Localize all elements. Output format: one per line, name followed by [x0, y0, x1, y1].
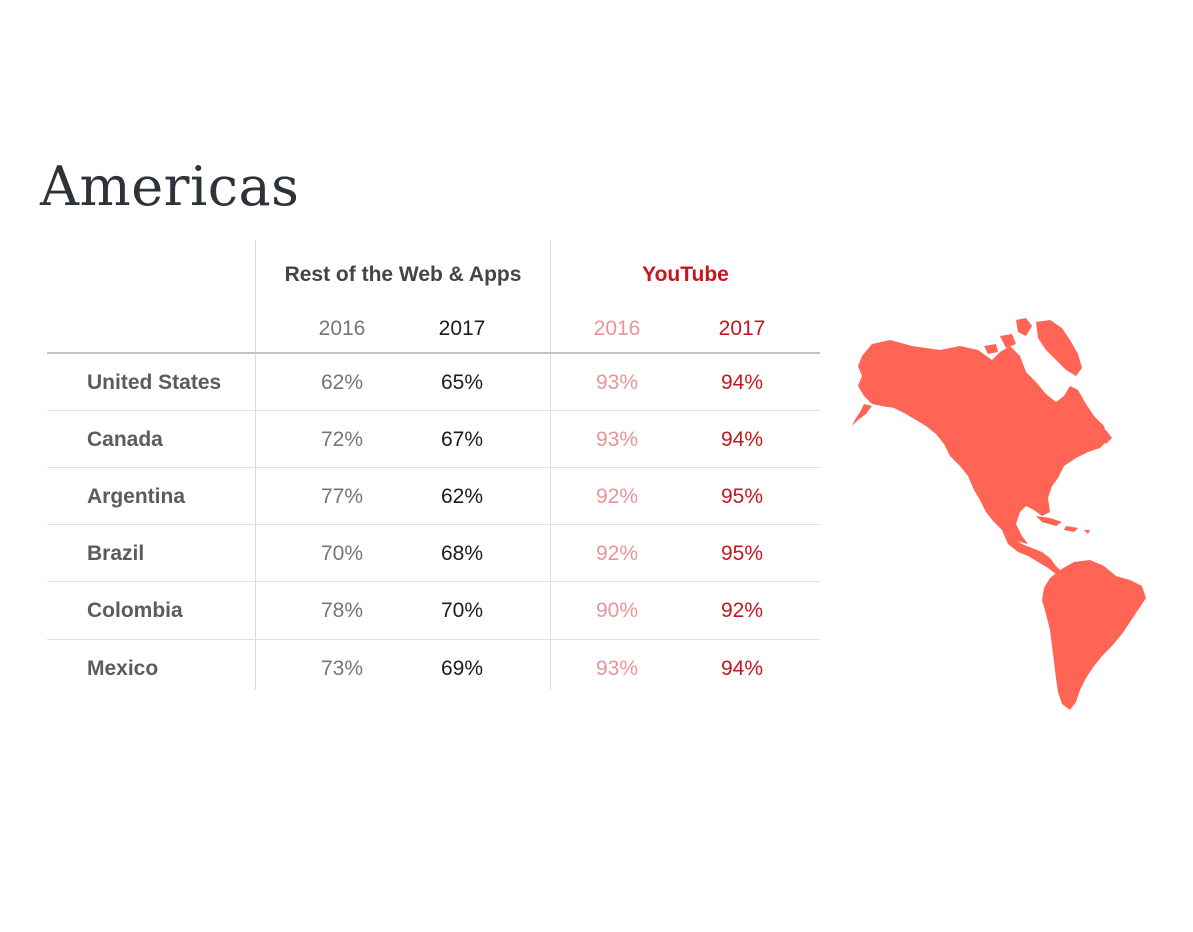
youtube-2016-value: 92%	[595, 542, 639, 565]
country-label: Brazil	[87, 542, 145, 565]
rest-2016-value: 77%	[320, 485, 364, 508]
table-row: Mexico 73% 69% 93% 94%	[47, 640, 820, 697]
newfoundland-shape	[1098, 430, 1112, 444]
group-header-rest: Rest of the Web & Apps	[284, 263, 522, 286]
youtube-2017-value: 94%	[720, 371, 764, 394]
youtube-2016-value: 90%	[595, 599, 639, 622]
year-header-youtube-2016: 2016	[593, 317, 641, 340]
rest-2017-value: 70%	[440, 599, 484, 622]
country-label: Mexico	[87, 657, 159, 680]
rest-2017-value: 67%	[440, 428, 484, 451]
column-divider	[255, 240, 256, 690]
row-divider	[47, 410, 820, 411]
rest-2016-value: 70%	[320, 542, 364, 565]
table-row: Canada 72% 67% 93% 94%	[47, 411, 820, 468]
rest-2016-value: 72%	[320, 428, 364, 451]
row-divider	[47, 639, 820, 640]
youtube-2016-value: 93%	[595, 657, 639, 680]
column-divider	[550, 240, 551, 690]
header-rule	[47, 352, 820, 354]
central-america-shape	[1002, 530, 1062, 574]
youtube-2016-value: 93%	[595, 428, 639, 451]
page-title: Americas	[40, 155, 300, 218]
row-divider	[47, 581, 820, 582]
year-header-youtube-2017: 2017	[718, 317, 766, 340]
rest-2016-value: 78%	[320, 599, 364, 622]
table-row: Brazil 70% 68% 92% 95%	[47, 525, 820, 582]
youtube-2017-value: 92%	[720, 599, 764, 622]
group-header-youtube: YouTube	[642, 263, 729, 286]
rest-2017-value: 68%	[440, 542, 484, 565]
country-label: Argentina	[87, 485, 186, 508]
youtube-2016-value: 93%	[595, 371, 639, 394]
alaska-peninsula-shape	[852, 404, 872, 426]
rest-2017-value: 65%	[440, 371, 484, 394]
table-row: Colombia 78% 70% 90% 92%	[47, 582, 820, 640]
table-row: United States 62% 65% 93% 94%	[47, 354, 820, 411]
youtube-2017-value: 94%	[720, 657, 764, 680]
rest-2017-value: 69%	[440, 657, 484, 680]
south-america-shape	[1042, 560, 1146, 710]
rest-2017-value: 62%	[440, 485, 484, 508]
arctic-islands-shape	[984, 318, 1082, 376]
country-label: Canada	[87, 428, 163, 451]
viewability-table: Rest of the Web & Apps YouTube 2016 2017…	[47, 240, 820, 690]
americas-map-icon	[852, 318, 1146, 710]
row-divider	[47, 524, 820, 525]
year-header-rest-2017: 2017	[438, 317, 486, 340]
rest-2016-value: 62%	[320, 371, 364, 394]
table-row: Argentina 77% 62% 92% 95%	[47, 468, 820, 525]
youtube-2017-value: 95%	[720, 485, 764, 508]
rest-2016-value: 73%	[320, 657, 364, 680]
year-header-rest-2016: 2016	[318, 317, 366, 340]
country-label: Colombia	[87, 599, 183, 622]
youtube-2017-value: 95%	[720, 542, 764, 565]
row-divider	[47, 467, 820, 468]
youtube-2016-value: 92%	[595, 485, 639, 508]
youtube-2017-value: 94%	[720, 428, 764, 451]
north-america-shape	[858, 340, 1108, 544]
country-label: United States	[87, 371, 222, 394]
caribbean-islands-shape	[1036, 516, 1090, 534]
